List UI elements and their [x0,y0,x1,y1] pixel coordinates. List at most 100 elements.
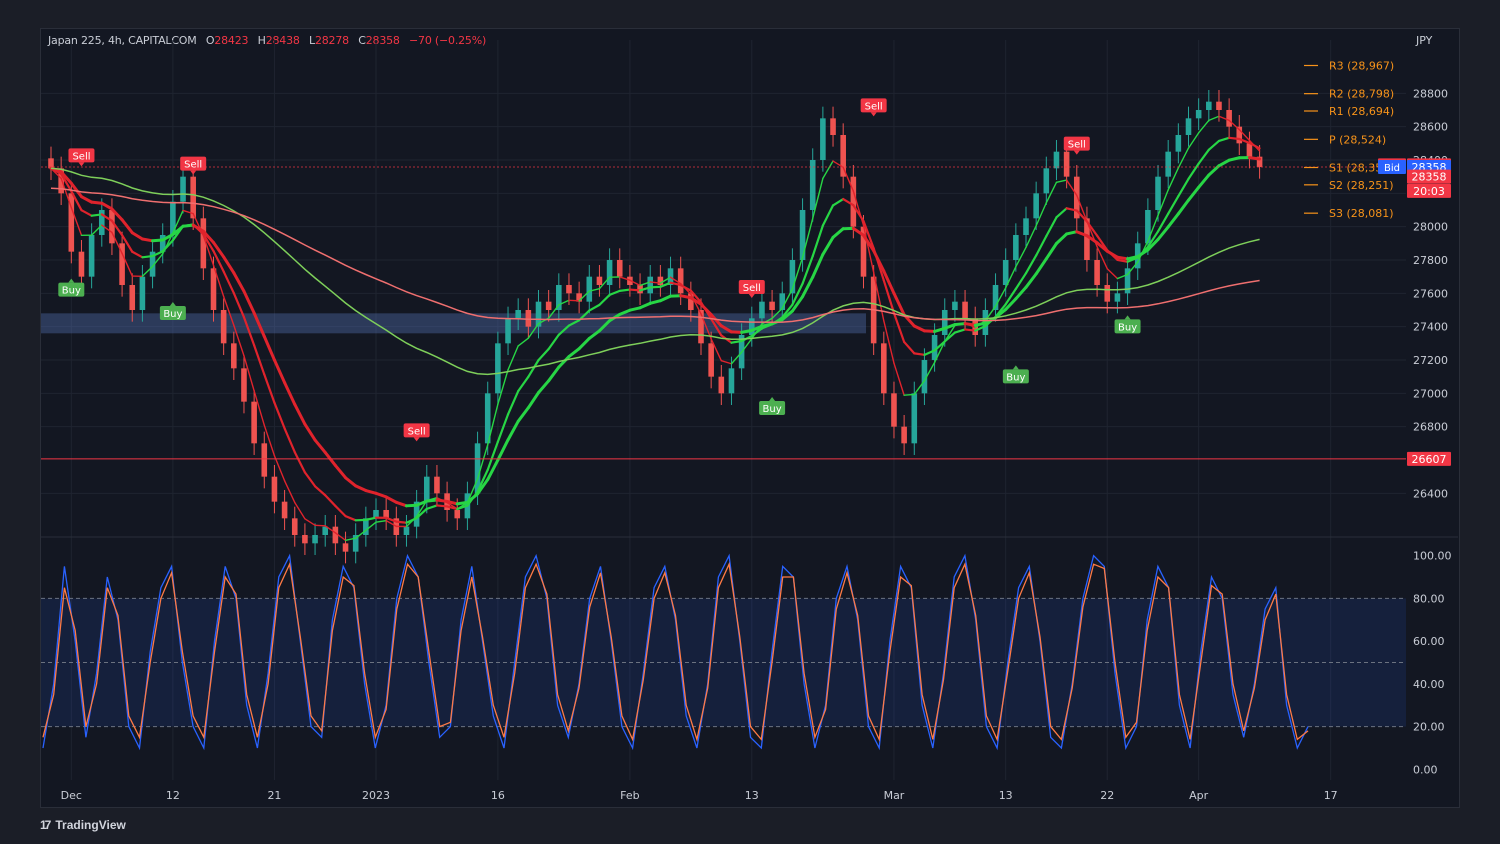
ema-segment [771,307,783,320]
candle-body [159,235,166,252]
ema-segment [243,355,255,392]
price-tag-bg [1407,169,1451,184]
ema-segment [476,478,490,496]
ema-segment [1055,179,1068,184]
ema-segment [425,504,439,510]
tradingview-logo-icon: 17 [40,818,51,832]
ema-segment [597,319,612,333]
ema-segment [963,328,977,332]
ema-segment [842,166,855,192]
ema-segment [730,339,743,344]
candle-body [231,343,237,369]
ema-segment [466,478,479,504]
ema-segment [973,321,987,327]
stoch-tick-label: 60.00 [1413,635,1445,648]
ema-segment [1085,220,1099,237]
candle-body [413,501,420,527]
ema-segment [812,177,824,220]
price-tick-label: 26400 [1413,487,1448,500]
ema-segment [141,265,154,278]
ema-segment [1228,136,1241,141]
ema-segment [963,322,977,327]
time-tick-label: 16 [491,789,505,802]
ema-segment [1035,235,1048,257]
candle-body [1033,193,1039,219]
ema-segment [1217,136,1231,143]
pivot-label: R1 (28,694) [1329,105,1394,118]
ema-segment [171,224,185,237]
ema-segment [892,311,906,344]
ema-segment [476,468,489,493]
candle-body [515,310,521,319]
candle-body [1104,285,1111,302]
ema-segment [233,324,245,357]
ema-segment [212,249,225,273]
price-tag-bg [1407,451,1451,466]
ema-segment [273,455,286,482]
ema-segment [324,525,337,534]
price-tick-label: 28800 [1413,87,1448,100]
ema-segment [893,362,905,396]
tradingview-brand[interactable]: 17 TradingView [40,818,126,832]
ema-segment [1106,268,1119,280]
ema-segment [60,177,73,209]
ema-segment [79,195,94,204]
ema-segment [344,476,358,488]
ema-segment [689,296,703,306]
candle-body [850,176,857,227]
ema-segment [638,286,652,292]
candle-body [525,310,532,327]
ema-segment [842,197,855,207]
signal-label: Buy [163,309,182,320]
ema-segment [303,471,317,488]
ema-segment [547,365,561,383]
candle-body [170,201,176,235]
ema-segment [1197,173,1211,189]
ema-segment [1024,254,1038,275]
ema-segment [1227,156,1241,162]
change-value: −70 (−0.25%) [409,34,487,47]
candle-body [1043,168,1050,194]
symbol-name: Japan 225, 4h, CAPITALCOM [48,34,197,47]
signal-badge [738,280,765,294]
time-tick-label: 17 [1324,789,1338,802]
ema-segment [760,322,774,328]
ema-segment [70,206,83,236]
candle-body [606,260,613,285]
candle-body [1246,143,1253,157]
ema-segment [1075,230,1089,238]
ema-segment [354,484,368,493]
signal-label: Sell [72,151,90,162]
ema-segment [750,327,764,338]
ema-segment [1024,272,1038,289]
ema-segment [933,326,947,333]
ema-segment [303,422,317,442]
signal-badge [159,306,186,320]
ema-segment [201,229,215,245]
ema-segment [811,252,825,279]
ema-segment [913,352,926,356]
signal-label: Sell [1068,140,1086,151]
ema-segment [1146,237,1160,252]
ema-segment [80,209,93,217]
ema-segment [1004,287,1017,306]
stoch-tick-label: 40.00 [1413,678,1445,691]
ema-segment [1096,246,1108,270]
chart-frame [40,28,1460,808]
ema-segment [263,424,276,457]
pivot-levels: R3 (28,967) R2 (28,798) R1 (28,694) P (28,5… [1304,60,1394,220]
candle-body [1013,235,1019,260]
ema-segment [1105,249,1119,259]
stoch-tick-label: 20.00 [1413,721,1445,734]
ema-segment [1126,255,1140,261]
candle-body [98,210,105,235]
ema-segment [283,480,296,504]
candle-body [637,285,643,294]
ema-segment [1208,115,1220,122]
ema-segment [385,519,398,528]
ema-segment [791,256,804,290]
time-tick-label: 21 [267,789,281,802]
ema-segment [304,518,316,526]
